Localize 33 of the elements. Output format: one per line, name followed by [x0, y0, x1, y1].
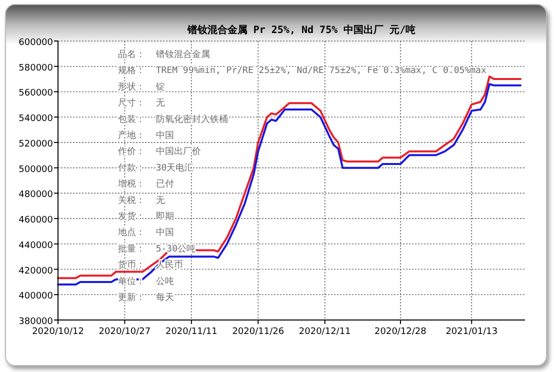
- annotation: 关税： 无: [118, 194, 165, 206]
- annotation: 地点： 中国: [117, 227, 174, 238]
- annotation: 产地： 中国: [118, 130, 174, 141]
- y-tick-label: 480000: [18, 190, 54, 200]
- y-tick-label: 560000: [18, 88, 54, 99]
- x-tick-label: 2020/12/28: [374, 327, 427, 337]
- x-tick-label: 2020/11/26: [232, 327, 284, 337]
- annotation: 付款： 30天电汇: [118, 162, 194, 174]
- x-tick-label: 2020/12/11: [298, 327, 351, 337]
- annotation: 作价： 中国出厂价: [117, 146, 201, 158]
- annotation: 尺寸： 无: [118, 98, 165, 109]
- x-tick-label: 2021/01/13: [446, 327, 498, 337]
- y-tick-label: 380000: [18, 317, 54, 327]
- annotation: 批量： 5-30公吨: [118, 243, 196, 254]
- y-tick-label: 500000: [18, 164, 54, 175]
- x-tick-label: 2020/10/27: [98, 327, 151, 337]
- x-tick-label: 2020/10/12: [32, 327, 84, 337]
- chart-title: 镨钕混合金属 Pr 25%, Nd 75% 中国出厂 元/吨: [186, 24, 416, 36]
- y-tick-label: 600000: [18, 38, 54, 48]
- y-tick-label: 540000: [18, 114, 54, 124]
- y-tick-label: 460000: [18, 216, 54, 226]
- annotation: 包装： 防氧化密封入铁桶: [118, 114, 228, 125]
- y-tick-label: 520000: [18, 139, 54, 150]
- y-tick-label: 420000: [18, 266, 54, 276]
- y-tick-label: 580000: [18, 63, 54, 74]
- annotation: 品名： 镨钕混合金属: [118, 49, 210, 60]
- x-tick-label: 2020/11/11: [165, 327, 218, 337]
- annotation: 增税： 已付: [117, 178, 174, 190]
- y-tick-label: 440000: [18, 240, 54, 251]
- annotation: 形状： 锭: [118, 81, 165, 92]
- y-tick-label: 400000: [18, 292, 54, 302]
- annotation: 更新： 每天: [118, 292, 174, 303]
- annotation: 规格： TREM 99%min, Pr/RE 25±2%, Nd/RE 75±2%, Fe 0.3%max, C 0.05%max: [118, 65, 487, 76]
